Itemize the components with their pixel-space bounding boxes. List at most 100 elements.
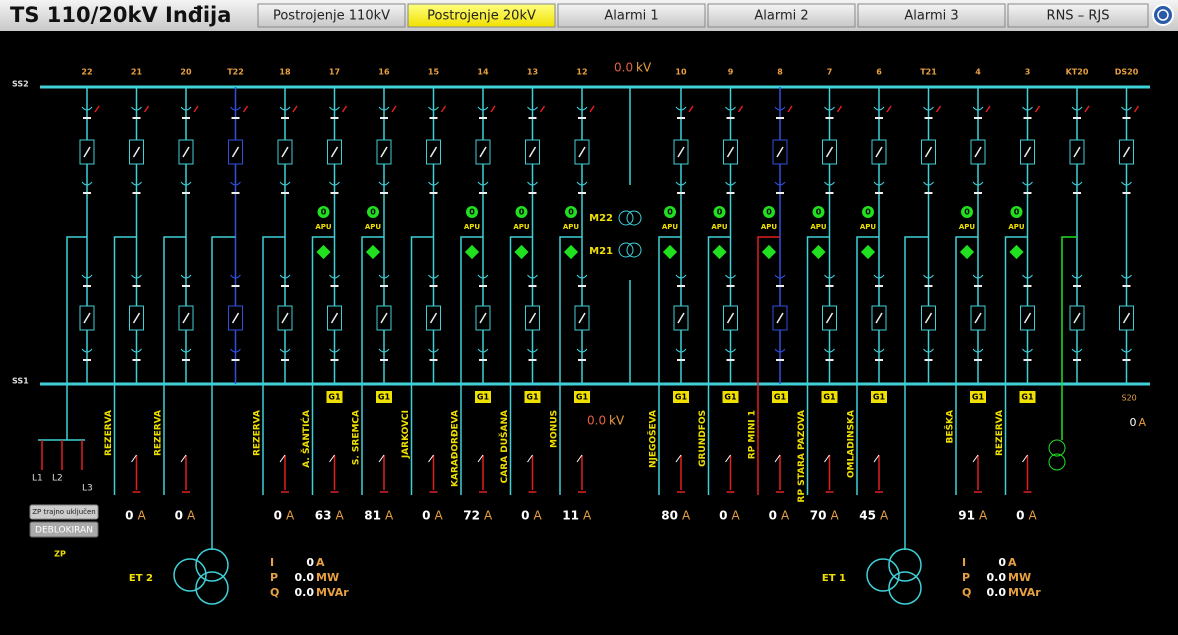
measurement-symbol: I — [270, 556, 274, 569]
bay-name: OMLADINSKA — [847, 410, 857, 478]
bay-number: 12 — [576, 68, 587, 77]
tab-label[interactable]: Alarmi 3 — [904, 9, 958, 24]
current-unit: A — [682, 509, 691, 523]
bay-name: REZERVA — [104, 410, 114, 456]
current-value: 91 — [958, 509, 975, 523]
tag-label: G1 — [576, 393, 589, 402]
et-name: ET 2 — [129, 573, 153, 584]
measurement-symbol: P — [962, 571, 970, 584]
tab-label[interactable]: Alarmi 1 — [604, 9, 658, 24]
current-unit: A — [979, 509, 988, 523]
current-value: 70 — [810, 509, 827, 523]
current-unit: A — [385, 509, 394, 523]
tab-label[interactable]: RNS – RJS — [1047, 9, 1110, 24]
bay-number: 8 — [777, 68, 783, 77]
status-text: 0 — [568, 208, 574, 217]
current-value: 81 — [364, 509, 381, 523]
tag-label: G1 — [477, 393, 490, 402]
bay-number: T21 — [920, 68, 937, 77]
bay-name: GRUNDFOS — [698, 410, 708, 467]
tabs: Postrojenje 110kV Postrojenje 20kV Alarmi … — [258, 4, 1148, 27]
bay-name: RP MINI 1 — [748, 410, 758, 459]
bay-number: 13 — [527, 68, 538, 77]
voltage-unit: kV — [609, 414, 625, 428]
bay-number: 9 — [728, 68, 734, 77]
current-value: 0 — [719, 509, 727, 523]
current-value: 0 — [175, 509, 183, 523]
tag-label: G1 — [774, 393, 787, 402]
tab-label[interactable]: Alarmi 2 — [754, 9, 808, 24]
current-unit: A — [1029, 509, 1038, 523]
bay-number: KT20 — [1066, 68, 1089, 77]
bay-number: DS20 — [1115, 68, 1139, 77]
bay-name: BEŠKA — [944, 410, 956, 443]
status-text: 0 — [667, 208, 673, 217]
current-value: 63 — [315, 509, 332, 523]
apu-label: APU — [1008, 223, 1025, 231]
current-unit: A — [831, 509, 840, 523]
measurement-unit: MW — [316, 571, 339, 584]
apu-label: APU — [315, 223, 332, 231]
measurement-value: 0.0 — [295, 586, 315, 599]
measurement-unit: A — [1008, 556, 1017, 569]
transformer-label: M22 — [589, 213, 613, 224]
current-unit: A — [583, 509, 592, 523]
apu-label: APU — [810, 223, 827, 231]
zp-button-label[interactable]: DEBLOKIRAN — [35, 526, 93, 536]
bay-number: 20 — [180, 68, 192, 77]
tab-label[interactable]: Postrojenje 20kV — [427, 9, 536, 24]
tag-label: G1 — [1021, 393, 1034, 402]
status-text: 0 — [816, 208, 822, 217]
bay-number: T22 — [227, 68, 244, 77]
measurement-value: 0 — [998, 556, 1006, 569]
bay-name: NJEGOŠEVA — [647, 410, 659, 468]
measurement-unit: A — [316, 556, 325, 569]
measurement-symbol: I — [962, 556, 966, 569]
tag-label: G1 — [378, 393, 391, 402]
measurement-symbol: Q — [962, 586, 971, 599]
phase-label: L3 — [82, 484, 93, 494]
bay-name: S20 — [1122, 394, 1137, 403]
current-unit: A — [286, 509, 295, 523]
bay-name: KARAĐORĐEVA — [451, 410, 461, 487]
current-unit: A — [336, 509, 345, 523]
status-text: 0 — [1014, 208, 1020, 217]
measurement-symbol: Q — [270, 586, 279, 599]
measurement-unit: MVAr — [1008, 586, 1041, 599]
current-unit: A — [732, 509, 741, 523]
bay-name: JARKOVCI — [401, 410, 411, 459]
tag-label: G1 — [526, 393, 539, 402]
station-title: TS 110/20kV Inđija — [10, 3, 231, 27]
bay-number: 18 — [279, 68, 291, 77]
bay-number: 4 — [975, 68, 981, 77]
bay-number: 22 — [81, 68, 92, 77]
tab-label[interactable]: Postrojenje 110kV — [273, 9, 390, 24]
current-value: 11 — [562, 509, 579, 523]
zp-button-label[interactable]: ZP trajno uključen — [32, 508, 95, 516]
bay-number: 14 — [477, 68, 489, 77]
status-text: 0 — [469, 208, 475, 217]
bay-name: REZERVA — [154, 410, 164, 456]
measurement-symbol: P — [270, 571, 278, 584]
current-value: 0 — [521, 509, 529, 523]
current-value: 45 — [859, 509, 876, 523]
status-text: 0 — [964, 208, 970, 217]
bay-name: MONUS — [550, 410, 560, 448]
bay-number: 3 — [1025, 68, 1031, 77]
bay-number: 17 — [329, 68, 340, 77]
apu-label: APU — [563, 223, 580, 231]
status-text: 0 — [370, 208, 376, 217]
bay-name: A. ŠANTIĆA — [300, 410, 312, 468]
bay-number: 21 — [131, 68, 143, 77]
status-text: 0 — [865, 208, 871, 217]
current-value: 0 — [1016, 509, 1024, 523]
voltage-unit: kV — [636, 61, 652, 75]
status-text: 0 — [519, 208, 525, 217]
voltage-value: 0.0 — [614, 61, 633, 75]
tag-label: G1 — [724, 393, 737, 402]
bay-number: 7 — [827, 68, 833, 77]
status-text: 0 — [717, 208, 723, 217]
current-unit: A — [880, 509, 889, 523]
current-unit: A — [781, 509, 790, 523]
apu-label: APU — [761, 223, 778, 231]
